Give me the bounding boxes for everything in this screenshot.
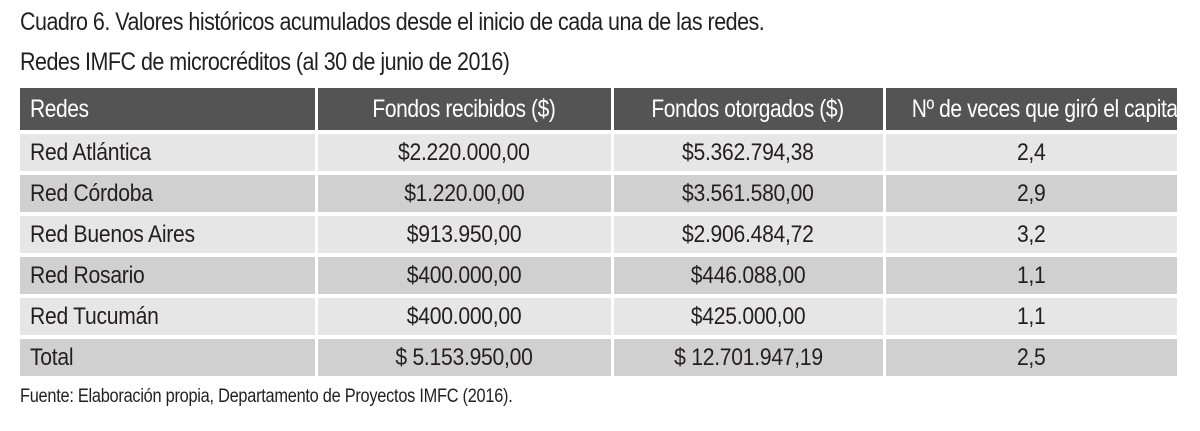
cell-fondos-otorgados: $446.088,00 bbox=[612, 253, 886, 296]
cell-red: Red Rosario bbox=[20, 253, 318, 296]
header-redes: Redes bbox=[20, 88, 318, 132]
cell-veces-giro: 2,5 bbox=[884, 335, 1177, 376]
cell-veces-giro: 1,1 bbox=[884, 253, 1177, 296]
data-table: Redes Fondos recibidos ($) Fondos otorga… bbox=[20, 88, 1177, 376]
table-caption-line-1: Cuadro 6. Valores históricos acumulados … bbox=[20, 8, 765, 36]
cell-veces-giro: 2,9 bbox=[884, 171, 1177, 214]
cell-red: Red Córdoba bbox=[20, 171, 318, 214]
cell-veces-giro: 1,1 bbox=[884, 294, 1177, 337]
cell-fondos-recibidos: $ 5.153.950,00 bbox=[316, 335, 614, 376]
cell-veces-giro: 3,2 bbox=[884, 212, 1177, 255]
cell-fondos-recibidos: $2.220.000,00 bbox=[316, 130, 614, 173]
table-row-total: Total $ 5.153.950,00 $ 12.701.947,19 2,5 bbox=[20, 335, 1177, 376]
cell-fondos-recibidos: $913.950,00 bbox=[316, 212, 614, 255]
header-veces-giro-capital: Nº de veces que giró el capital bbox=[884, 88, 1177, 132]
table-row: Red Tucumán $400.000,00 $425.000,00 1,1 bbox=[20, 294, 1177, 337]
cell-red: Red Buenos Aires bbox=[20, 212, 318, 255]
cell-red: Red Tucumán bbox=[20, 294, 318, 337]
cell-fondos-otorgados: $ 12.701.947,19 bbox=[612, 335, 886, 376]
cell-red: Total bbox=[20, 335, 318, 376]
table-caption-line-2: Redes IMFC de microcréditos (al 30 de ju… bbox=[20, 48, 510, 76]
source-note: Fuente: Elaboración propia, Departamento… bbox=[20, 386, 513, 407]
cell-fondos-otorgados: $3.561.580,00 bbox=[612, 171, 886, 214]
cell-fondos-otorgados: $5.362.794,38 bbox=[612, 130, 886, 173]
cell-fondos-otorgados: $2.906.484,72 bbox=[612, 212, 886, 255]
table-row: Red Córdoba $1.220.00,00 $3.561.580,00 2… bbox=[20, 171, 1177, 214]
header-fondos-recibidos: Fondos recibidos ($) bbox=[316, 88, 614, 132]
cell-fondos-recibidos: $400.000,00 bbox=[316, 253, 614, 296]
cell-fondos-recibidos: $1.220.00,00 bbox=[316, 171, 614, 214]
table-row: Red Rosario $400.000,00 $446.088,00 1,1 bbox=[20, 253, 1177, 296]
cell-red: Red Atlántica bbox=[20, 130, 318, 173]
cell-fondos-recibidos: $400.000,00 bbox=[316, 294, 614, 337]
cell-fondos-otorgados: $425.000,00 bbox=[612, 294, 886, 337]
header-fondos-otorgados: Fondos otorgados ($) bbox=[612, 88, 886, 132]
cell-veces-giro: 2,4 bbox=[884, 130, 1177, 173]
table-row: Red Atlántica $2.220.000,00 $5.362.794,3… bbox=[20, 130, 1177, 173]
table-row: Red Buenos Aires $913.950,00 $2.906.484,… bbox=[20, 212, 1177, 255]
table-header-row: Redes Fondos recibidos ($) Fondos otorga… bbox=[20, 88, 1177, 132]
